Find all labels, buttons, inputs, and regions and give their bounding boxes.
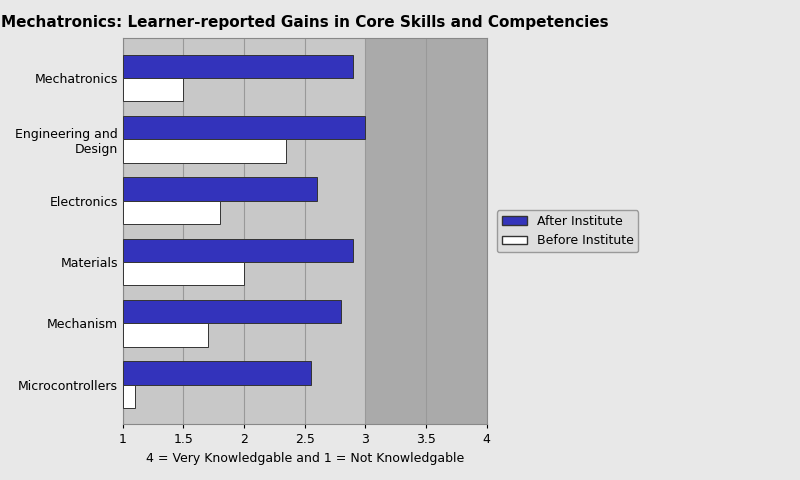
Bar	[122, 139, 286, 163]
Bar	[122, 201, 220, 224]
Bar	[122, 262, 244, 285]
Bar	[366, 38, 486, 424]
Bar	[122, 239, 353, 262]
Bar	[122, 55, 353, 78]
Bar	[122, 300, 341, 323]
Bar	[122, 116, 366, 139]
Bar	[122, 177, 317, 201]
X-axis label: 4 = Very Knowledgable and 1 = Not Knowledgable: 4 = Very Knowledgable and 1 = Not Knowle…	[146, 452, 464, 465]
Bar	[122, 323, 207, 347]
Bar	[122, 361, 310, 384]
Title: Mechatronics: Learner-reported Gains in Core Skills and Competencies: Mechatronics: Learner-reported Gains in …	[1, 15, 609, 30]
Legend: After Institute, Before Institute: After Institute, Before Institute	[497, 210, 638, 252]
Bar	[122, 384, 134, 408]
Bar	[122, 78, 183, 101]
